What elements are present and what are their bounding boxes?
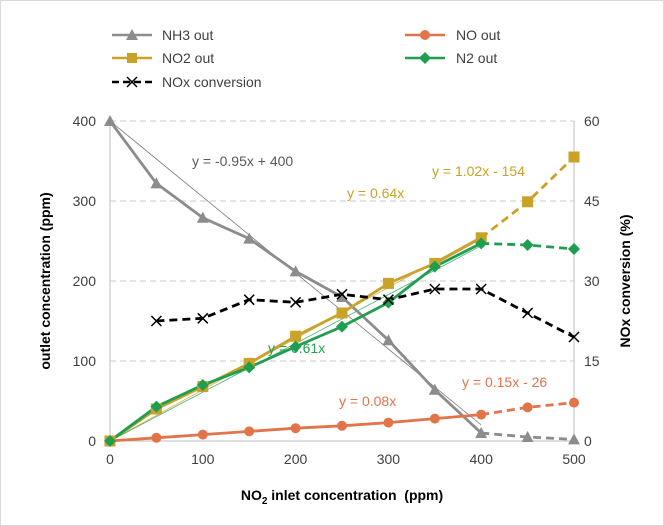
data-point-x: [475, 283, 487, 295]
data-point-circle: [429, 413, 440, 424]
legend-item-nh3: NH3 out: [112, 27, 213, 43]
legend-item-n2: N2 out: [405, 50, 497, 66]
x-axis-title: NO2 inlet concentration (ppm): [241, 487, 443, 507]
data-point-circle: [383, 417, 394, 428]
legend-item-nox: NOx conversion: [112, 74, 262, 90]
trend-label-nh3: y = -0.95x + 400: [192, 153, 293, 169]
data-point-circle: [151, 432, 162, 443]
data-point-triangle: [196, 211, 209, 223]
data-point-square: [382, 277, 394, 289]
data-point-circle: [569, 397, 579, 408]
legend-label-nox: NOx conversion: [162, 74, 262, 90]
data-point-diamond: [521, 239, 534, 251]
data-point-triangle: [336, 291, 348, 302]
y-tick-label: 300: [73, 193, 97, 209]
data-point-triangle: [475, 427, 488, 438]
data-point-square: [336, 307, 348, 319]
trend-label-n2: y = 0.61x: [268, 340, 325, 356]
legend-square-icon: [127, 53, 137, 63]
data-point-circle: [197, 429, 208, 440]
data-point-x: [568, 331, 580, 343]
legend-label-n2: N2 out: [456, 50, 497, 66]
data-point-square: [568, 151, 580, 163]
trend-label-no2: y = 0.64x: [347, 185, 404, 201]
legend-diamond-icon: [419, 52, 431, 64]
y2-tick-label: 15: [584, 353, 600, 369]
tick-labels: 0 100 200 300 400 0 15 30 45 60 0 100 200 300 400 500: [73, 113, 600, 467]
data-point-x: [429, 283, 441, 295]
x-tick-label: 100: [191, 451, 215, 467]
y-tick-label: 400: [73, 113, 97, 129]
y-tick-label: 200: [73, 273, 97, 289]
y-axis-title: outlet concentration (ppm): [37, 192, 53, 369]
data-point-triangle: [521, 431, 534, 442]
y2-tick-label: 30: [584, 273, 600, 289]
y2-tick-label: 60: [584, 113, 600, 129]
data-point-diamond: [104, 435, 116, 447]
data-point-diamond: [382, 296, 395, 309]
y2-axis-title: NOx conversion (%): [617, 214, 633, 347]
legend-label-nh3: NH3 out: [162, 27, 213, 43]
legend-label-no2: NO2 out: [162, 50, 214, 66]
data-point-x: [150, 315, 162, 327]
data-point-circle: [476, 409, 487, 420]
gridlines: [110, 120, 574, 362]
legend-item-no: NO out: [405, 27, 500, 43]
y-tick-label: 100: [73, 353, 97, 369]
data-point-square: [522, 196, 534, 208]
data-point-x: [522, 307, 534, 319]
x-tick-label: 300: [377, 451, 401, 467]
data-point-x: [243, 294, 255, 306]
data-point-triangle: [289, 265, 302, 277]
y2-tick-label: 0: [584, 433, 592, 449]
data-point-diamond: [150, 400, 163, 413]
data-point-diamond: [428, 260, 441, 273]
data-point-triangle: [243, 232, 256, 244]
data-point-triangle: [568, 433, 580, 445]
data-point-circle: [522, 402, 533, 413]
data-point-x: [336, 288, 348, 300]
data-point-circle: [244, 426, 255, 437]
data-point-diamond: [289, 340, 302, 353]
series-line-dashed-4: [156, 287, 575, 339]
data-point-x: [290, 296, 302, 308]
legend: NH3 out NO out NO2 out N2 out NOx conver…: [112, 27, 500, 90]
legend-label-no: NO out: [456, 27, 500, 43]
data-point-circle: [290, 423, 301, 434]
series-line-0: [108, 120, 483, 435]
x-axis-title-suffix: inlet concentration (ppm): [267, 487, 443, 503]
data-point-square: [290, 330, 302, 342]
data-point-x: [197, 312, 209, 324]
data-point-diamond: [336, 320, 348, 333]
x-tick-label: 400: [470, 451, 494, 467]
y2-tick-label: 45: [584, 193, 600, 209]
legend-triangle-icon: [126, 29, 138, 40]
trend-label-no2-high: y = 1.02x - 154: [432, 163, 525, 179]
legend-x-icon: [126, 76, 138, 88]
legend-circle-icon: [420, 30, 430, 40]
trend-label-no-high: y = 0.15x - 26: [462, 374, 547, 390]
x-tick-label: 0: [106, 451, 114, 467]
legend-item-no2: NO2 out: [112, 50, 214, 66]
data-point-triangle: [382, 334, 395, 346]
trend-label-no: y = 0.08x: [339, 393, 396, 409]
data-point-triangle: [104, 115, 116, 126]
x-axis-title-sub: 2: [262, 496, 268, 507]
y-tick-label: 0: [88, 433, 96, 449]
data-point-diamond: [196, 379, 209, 391]
x-tick-label: 500: [562, 451, 586, 467]
data-point-diamond: [475, 237, 488, 250]
data-point-triangle: [428, 383, 441, 395]
markers: [104, 115, 580, 447]
data-point-triangle: [150, 177, 163, 189]
axes: [109, 121, 575, 442]
x-tick-label: 200: [284, 451, 308, 467]
data-point-circle: [337, 420, 347, 431]
x-axis-title-prefix: NO: [241, 487, 262, 503]
data-point-diamond: [243, 361, 256, 374]
data-point-x: [382, 294, 394, 306]
data-point-diamond: [568, 243, 580, 255]
